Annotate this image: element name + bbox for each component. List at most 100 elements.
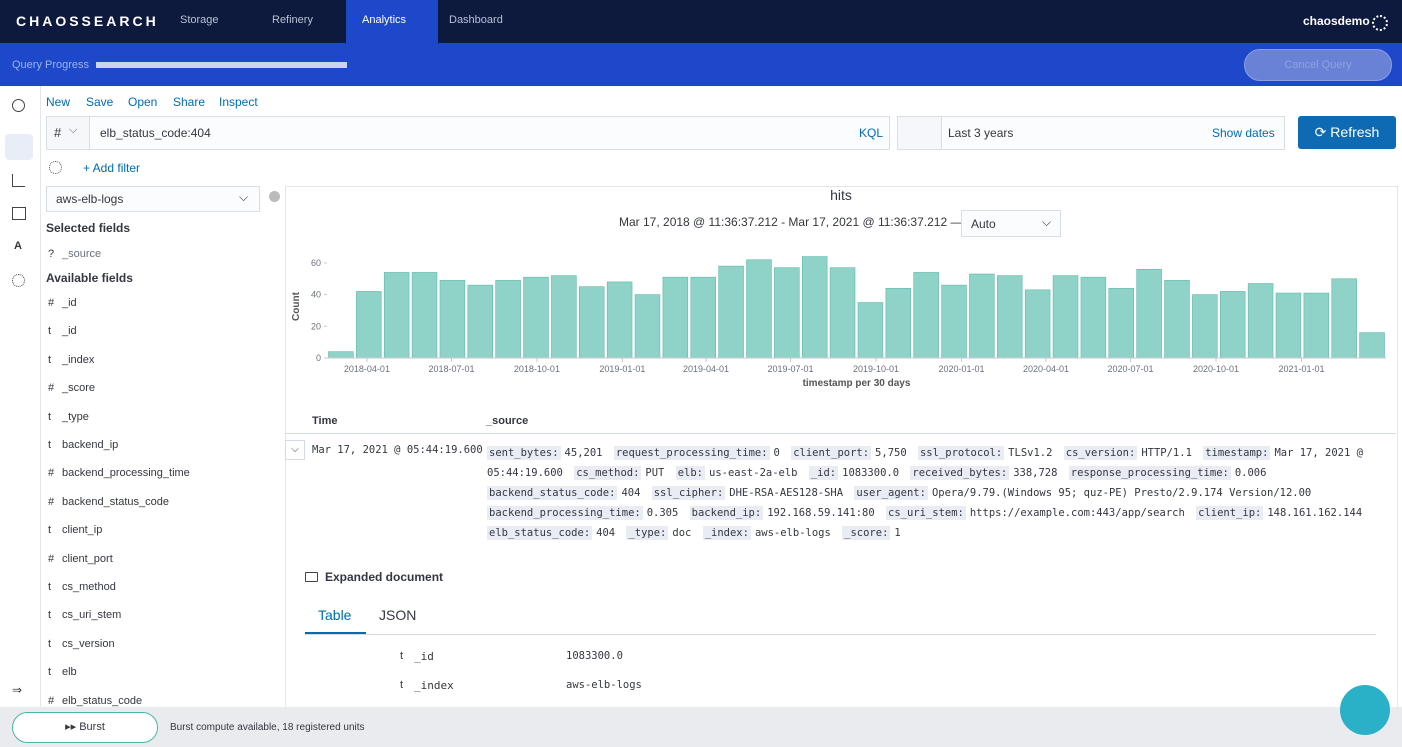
source-value: DHE-RSA-AES128-SHA xyxy=(729,487,844,499)
nav-tab[interactable]: Storage xyxy=(180,14,219,26)
logo[interactable]: CHAOSSEARCH xyxy=(16,13,159,29)
bar xyxy=(829,267,856,359)
show-dates[interactable]: Show dates xyxy=(1212,126,1275,140)
field-type: # xyxy=(48,382,55,395)
add-filter[interactable]: + Add filter xyxy=(83,161,141,175)
row-divider xyxy=(285,433,1396,434)
expand-toggle[interactable]: ⌵ xyxy=(285,440,305,460)
field-name[interactable]: elb_status_code xyxy=(62,694,143,707)
canvas-icon[interactable]: A xyxy=(14,240,22,252)
folder-icon xyxy=(305,572,318,582)
bar xyxy=(662,276,689,359)
field-name[interactable]: _type xyxy=(62,410,89,423)
chart-subtitle: Mar 17, 2018 @ 11:36:37.212 - Mar 17, 20… xyxy=(619,215,963,229)
bar xyxy=(997,275,1023,359)
burst-button[interactable]: ▸▸ Burst xyxy=(12,712,158,743)
bar xyxy=(1303,292,1330,359)
field-name[interactable]: backend_status_code xyxy=(62,495,170,508)
column-header[interactable]: Time xyxy=(312,415,338,427)
source-value: 0.006 xyxy=(1234,467,1267,479)
source-value: 1083300.0 xyxy=(842,467,900,479)
nav-tab[interactable]: Dashboard xyxy=(449,14,503,26)
cancel-button[interactable]: Cancel Query xyxy=(1244,49,1392,81)
x-tick-label: 2020-04-01 xyxy=(1023,364,1069,374)
source-value: Mar 17, 2021 @ 05:44:19.600 xyxy=(487,447,1363,479)
bar xyxy=(1275,292,1302,359)
doc-tab[interactable]: JSON xyxy=(379,607,417,623)
field-name[interactable]: _source xyxy=(62,248,102,260)
source-value: 0 xyxy=(773,447,780,459)
interval-select[interactable]: Auto ⌵ xyxy=(961,210,1061,237)
query-language[interactable]: KQL xyxy=(859,126,884,140)
field-name[interactable]: _index xyxy=(62,353,95,366)
field-name[interactable]: cs_method xyxy=(62,581,116,593)
bar xyxy=(1331,278,1357,359)
index-select[interactable]: aws-elb-logs ⌵ xyxy=(46,186,260,212)
toolbar-link[interactable]: Open xyxy=(128,95,158,109)
source-value: TLSv1.2 xyxy=(1008,447,1053,459)
collapse-sidebar[interactable] xyxy=(269,191,280,202)
field-name[interactable]: _id xyxy=(62,297,77,309)
settings-icon[interactable] xyxy=(1372,15,1388,31)
nav-tab[interactable]: Analytics xyxy=(362,14,407,26)
field-name[interactable]: backend_ip xyxy=(62,439,119,451)
management-icon[interactable] xyxy=(12,274,25,287)
field-type: t xyxy=(48,666,52,679)
source-key: timestamp: xyxy=(1203,446,1271,460)
source-key: _score: xyxy=(842,526,891,540)
burst-status: Burst compute available, 18 registered u… xyxy=(170,722,365,733)
toolbar-link[interactable]: New xyxy=(46,95,71,109)
bar xyxy=(885,287,912,359)
progress-bar: Query Progress Cancel Query xyxy=(0,43,1402,86)
dashboard-icon[interactable] xyxy=(12,207,26,220)
bar xyxy=(913,272,939,359)
icon-rail: A ⇒ xyxy=(0,86,41,707)
date-quick-menu[interactable] xyxy=(898,117,942,149)
query-type[interactable]: # ⌵ xyxy=(47,117,90,149)
burst-label: Burst xyxy=(79,721,105,733)
source-key: elb_status_code: xyxy=(487,526,593,540)
nav-tab[interactable]: Refinery xyxy=(272,14,313,26)
toolbar-link[interactable]: Save xyxy=(86,95,114,109)
query-input[interactable]: elb_status_code:404 xyxy=(100,126,211,140)
source-key: sent_bytes: xyxy=(487,446,561,460)
field-name[interactable]: client_port xyxy=(62,552,113,565)
visualize-icon[interactable] xyxy=(12,174,25,187)
bar xyxy=(718,265,744,359)
x-tick-label: 2019-10-01 xyxy=(853,364,899,374)
field-name[interactable]: cs_uri_stem xyxy=(62,609,122,622)
date-picker: Last 3 years Show dates xyxy=(897,116,1285,150)
chat-button[interactable] xyxy=(1340,685,1390,735)
filter-settings[interactable] xyxy=(49,161,62,174)
doc-time: Mar 17, 2021 @ 05:44:19.600 xyxy=(312,444,483,456)
bar xyxy=(1136,268,1162,359)
field-type: t xyxy=(48,637,52,650)
source-key: client_port: xyxy=(791,446,872,460)
date-range[interactable]: Last 3 years xyxy=(948,126,1014,140)
expanded-title: Expanded document xyxy=(325,570,444,584)
collapse-icon[interactable]: ⇒ xyxy=(12,683,23,697)
bar xyxy=(606,281,633,359)
field-name[interactable]: _score xyxy=(62,382,96,395)
field-type: t xyxy=(48,439,52,451)
doc-tab[interactable]: Table xyxy=(318,607,352,623)
field-name[interactable]: cs_version xyxy=(62,637,115,650)
bar xyxy=(1219,291,1246,359)
field-name[interactable]: client_ip xyxy=(62,524,103,537)
row-type: t xyxy=(400,650,404,662)
refresh-button[interactable]: ⟳ Refresh xyxy=(1298,116,1396,149)
source-key: user_agent: xyxy=(854,486,928,500)
user-name[interactable]: chaosdemo xyxy=(1303,14,1370,28)
bar xyxy=(579,286,605,359)
field-name[interactable]: backend_processing_time xyxy=(62,467,190,480)
discover-icon[interactable] xyxy=(5,134,33,160)
bar xyxy=(495,280,521,359)
y-tick-label: 20 xyxy=(311,321,321,331)
toolbar-link[interactable]: Share xyxy=(173,95,206,109)
nav-active-bg xyxy=(346,0,438,43)
field-name[interactable]: elb xyxy=(62,666,77,679)
toolbar-link[interactable]: Inspect xyxy=(219,95,258,109)
history-icon[interactable] xyxy=(12,99,25,112)
field-name[interactable]: _id xyxy=(62,325,77,338)
y-tick-label: 0 xyxy=(316,353,321,363)
